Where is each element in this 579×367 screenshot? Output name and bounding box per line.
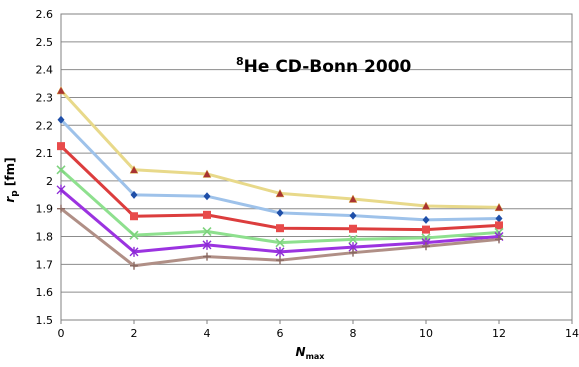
chart-title: 8He CD-Bonn 2000: [236, 55, 412, 77]
series-2: [57, 115, 503, 224]
data-point-triangle: [275, 188, 285, 198]
data-point-square: [349, 224, 357, 233]
data-point-plus: [130, 261, 138, 270]
data-point-square: [495, 221, 503, 230]
series-6: [57, 204, 503, 270]
series-1: [56, 85, 504, 212]
data-point-diamond: [422, 215, 430, 224]
data-point-triangle: [202, 169, 212, 178]
data-point-triangle: [421, 201, 431, 210]
x-tick-label: 0: [58, 327, 65, 340]
data-point-diamond: [130, 190, 138, 199]
x-tick-label: 10: [419, 327, 433, 340]
y-tick-label: 1.6: [36, 286, 54, 299]
y-axis-title-symbol: r: [3, 196, 17, 203]
x-tick-label: 14: [565, 327, 579, 340]
data-point-plus: [422, 242, 430, 251]
data-point-x: [202, 226, 212, 237]
y-tick-label: 2.3: [36, 91, 54, 104]
y-tick-label: 2.4: [36, 64, 54, 77]
y-tick-label: 2.5: [36, 36, 54, 49]
data-point-diamond: [349, 211, 357, 220]
data-point-triangle: [348, 194, 358, 203]
data-point-plus: [57, 204, 65, 213]
data-point-x: [129, 230, 139, 240]
y-tick-label: 1.5: [36, 314, 54, 327]
x-tick-label: 2: [131, 327, 138, 340]
x-tick-label: 8: [350, 327, 357, 340]
data-point-diamond: [495, 214, 503, 223]
y-tick-label: 1.8: [36, 231, 54, 244]
data-point-plus: [495, 235, 503, 244]
data-point-plus: [349, 248, 357, 257]
x-tick-label: 6: [277, 327, 284, 340]
data-point-triangle: [56, 85, 66, 95]
data-series: [56, 85, 504, 270]
y-tick-label: 2.1: [36, 147, 54, 160]
data-point-plus: [276, 256, 284, 265]
x-tick-label: 4: [204, 327, 211, 340]
y-axis-title-unit: [fm]: [3, 157, 17, 190]
data-point-square: [203, 210, 211, 219]
chart-title-text: He CD-Bonn 2000: [244, 57, 412, 77]
data-point-x: [56, 165, 66, 175]
x-axis-title: Nmax: [296, 345, 326, 361]
x-axis-title-symbol: N: [296, 345, 306, 359]
data-point-x: [275, 238, 285, 248]
data-point-star: [202, 239, 212, 250]
data-point-square: [57, 142, 65, 151]
y-axis-title-subscript: p: [10, 190, 20, 197]
data-point-square: [276, 224, 284, 233]
data-point-star: [56, 184, 66, 195]
data-point-x: [348, 234, 358, 244]
y-tick-label: 1.9: [36, 203, 54, 216]
chart-title-superscript: 8: [236, 55, 244, 68]
series-3: [57, 142, 503, 234]
y-tick-label: 1.7: [36, 258, 54, 271]
data-point-triangle: [129, 165, 139, 174]
data-point-triangle: [494, 202, 504, 212]
y-axis-tick-labels: 1.5 1.6 1.7 1.8 1.9 2 2.1 2.2 2.3 2.4 2.5 2.6: [36, 8, 54, 327]
data-point-star: [129, 246, 139, 257]
data-point-square: [130, 212, 138, 221]
data-point-diamond: [203, 192, 211, 201]
x-axis-title-subscript: max: [306, 352, 326, 361]
data-point-square: [422, 225, 430, 234]
y-axis-title: rp [fm]: [3, 157, 20, 202]
data-point-diamond: [276, 208, 284, 217]
data-point-star: [275, 246, 285, 257]
plot-area-frame: [60, 13, 573, 321]
y-tick-label: 2.6: [36, 8, 54, 21]
x-axis-tick-labels: 0 2 4 6 8 10 12 14: [58, 327, 579, 340]
y-tick-label: 2: [46, 175, 53, 188]
y-tick-label: 2.2: [36, 119, 54, 132]
x-tick-label: 12: [492, 327, 506, 340]
data-point-diamond: [57, 115, 65, 124]
data-point-plus: [203, 252, 211, 261]
